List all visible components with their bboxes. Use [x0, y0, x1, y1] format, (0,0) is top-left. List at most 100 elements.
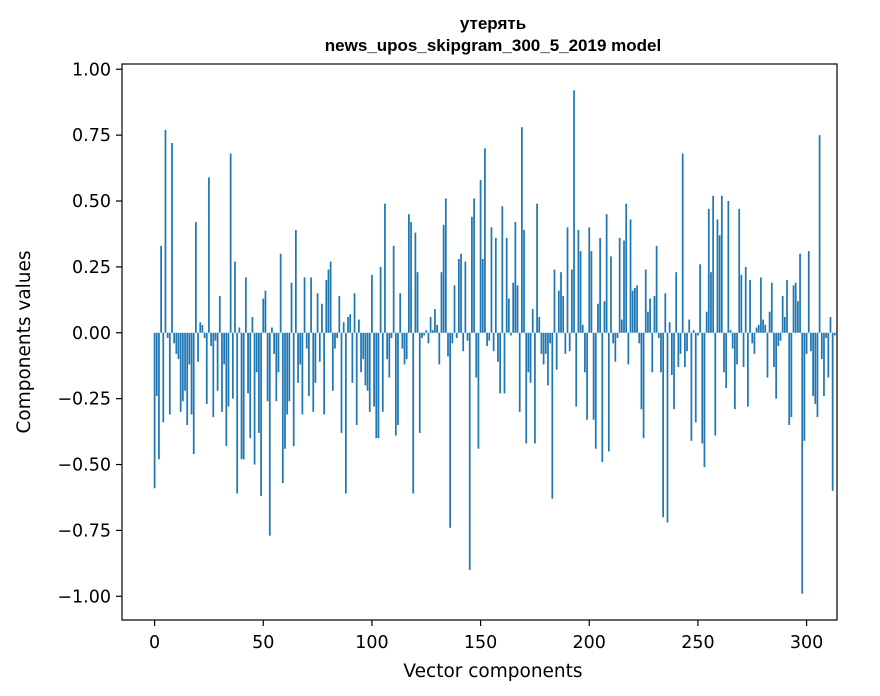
bar: [788, 332, 791, 426]
y-tick-label: 0.50: [72, 192, 111, 212]
chart-title-line-2: news_upos_skipgram_300_5_2019 model: [325, 36, 661, 55]
bar: [697, 332, 699, 336]
bar: [192, 332, 195, 454]
x-tick-label: 250: [681, 633, 714, 653]
bar: [764, 324, 767, 333]
bar: [625, 203, 628, 333]
bar: [334, 332, 336, 349]
chart-title-line-1: утерять: [460, 14, 526, 33]
bar: [712, 195, 714, 333]
bar: [312, 332, 315, 412]
bar: [720, 195, 723, 333]
bar: [195, 222, 197, 333]
bar: [451, 332, 454, 344]
bar: [568, 332, 571, 352]
bar: [442, 224, 445, 333]
bar: [429, 316, 432, 333]
bar: [505, 237, 508, 333]
bar: [338, 295, 341, 333]
bar: [562, 295, 565, 333]
bar: [710, 272, 712, 333]
y-tick-label: 0.25: [72, 258, 111, 278]
bar: [634, 287, 636, 333]
bar: [579, 251, 582, 333]
bar: [316, 293, 319, 333]
bar: [823, 332, 825, 397]
bar: [336, 332, 339, 339]
bar: [681, 153, 684, 333]
bar: [742, 332, 745, 368]
bar: [531, 309, 534, 333]
bar: [694, 332, 697, 423]
bar: [240, 332, 243, 460]
bar: [629, 219, 632, 333]
bar: [825, 332, 827, 339]
bar: [188, 332, 191, 365]
bar: [436, 324, 438, 333]
bar: [401, 332, 404, 349]
bar: [177, 332, 180, 360]
bar: [190, 332, 193, 415]
bar: [205, 332, 208, 404]
bar: [210, 332, 212, 346]
bar: [660, 332, 662, 373]
bar: [644, 269, 647, 333]
bar: [260, 332, 262, 497]
bar: [462, 332, 465, 352]
bar: [423, 332, 425, 336]
bar: [718, 235, 721, 333]
bar: [599, 237, 601, 333]
bar: [653, 295, 656, 333]
bar: [321, 303, 323, 333]
bar: [584, 332, 586, 373]
y-axis-ticks: 1.00 0.75 0.50 0.25 0.00 −0.25 −0.50 −0.75 −1.00: [57, 60, 122, 607]
bar: [594, 332, 597, 449]
bar: [375, 332, 378, 439]
bar: [490, 227, 493, 333]
bar: [573, 90, 575, 333]
bar: [723, 332, 725, 373]
bar: [362, 332, 365, 360]
bar: [729, 330, 732, 333]
bar: [255, 332, 258, 373]
bar: [234, 261, 236, 333]
bar: [166, 332, 169, 339]
bar: [534, 332, 536, 444]
bars-group: [153, 90, 836, 594]
bar: [447, 332, 449, 357]
bar: [394, 332, 397, 436]
bar: [347, 316, 349, 333]
y-tick-label: 0.75: [72, 126, 111, 146]
bar: [351, 332, 354, 383]
bar: [512, 282, 515, 333]
bar: [318, 332, 321, 362]
bar: [831, 332, 834, 491]
bar: [236, 332, 239, 494]
bar: [327, 269, 330, 333]
bar: [753, 332, 756, 354]
bar: [733, 332, 736, 410]
y-tick-label: −0.75: [57, 521, 111, 541]
bar: [286, 332, 289, 415]
bar: [536, 203, 538, 333]
x-tick-label: 0: [149, 633, 160, 653]
bar: [803, 332, 806, 441]
bar: [488, 332, 491, 341]
bar: [203, 332, 206, 339]
bar: [597, 303, 599, 333]
bar: [779, 332, 782, 341]
bar: [412, 332, 415, 494]
bar: [353, 293, 356, 333]
bar: [310, 277, 312, 333]
bar: [247, 332, 249, 394]
bar: [707, 208, 710, 333]
bar: [714, 332, 717, 436]
bar: [275, 332, 278, 402]
bar: [705, 311, 708, 333]
bar: [566, 227, 569, 333]
bar: [773, 332, 775, 368]
bar: [494, 237, 497, 333]
bar: [503, 332, 506, 394]
bar: [701, 332, 704, 444]
bar: [610, 256, 612, 333]
